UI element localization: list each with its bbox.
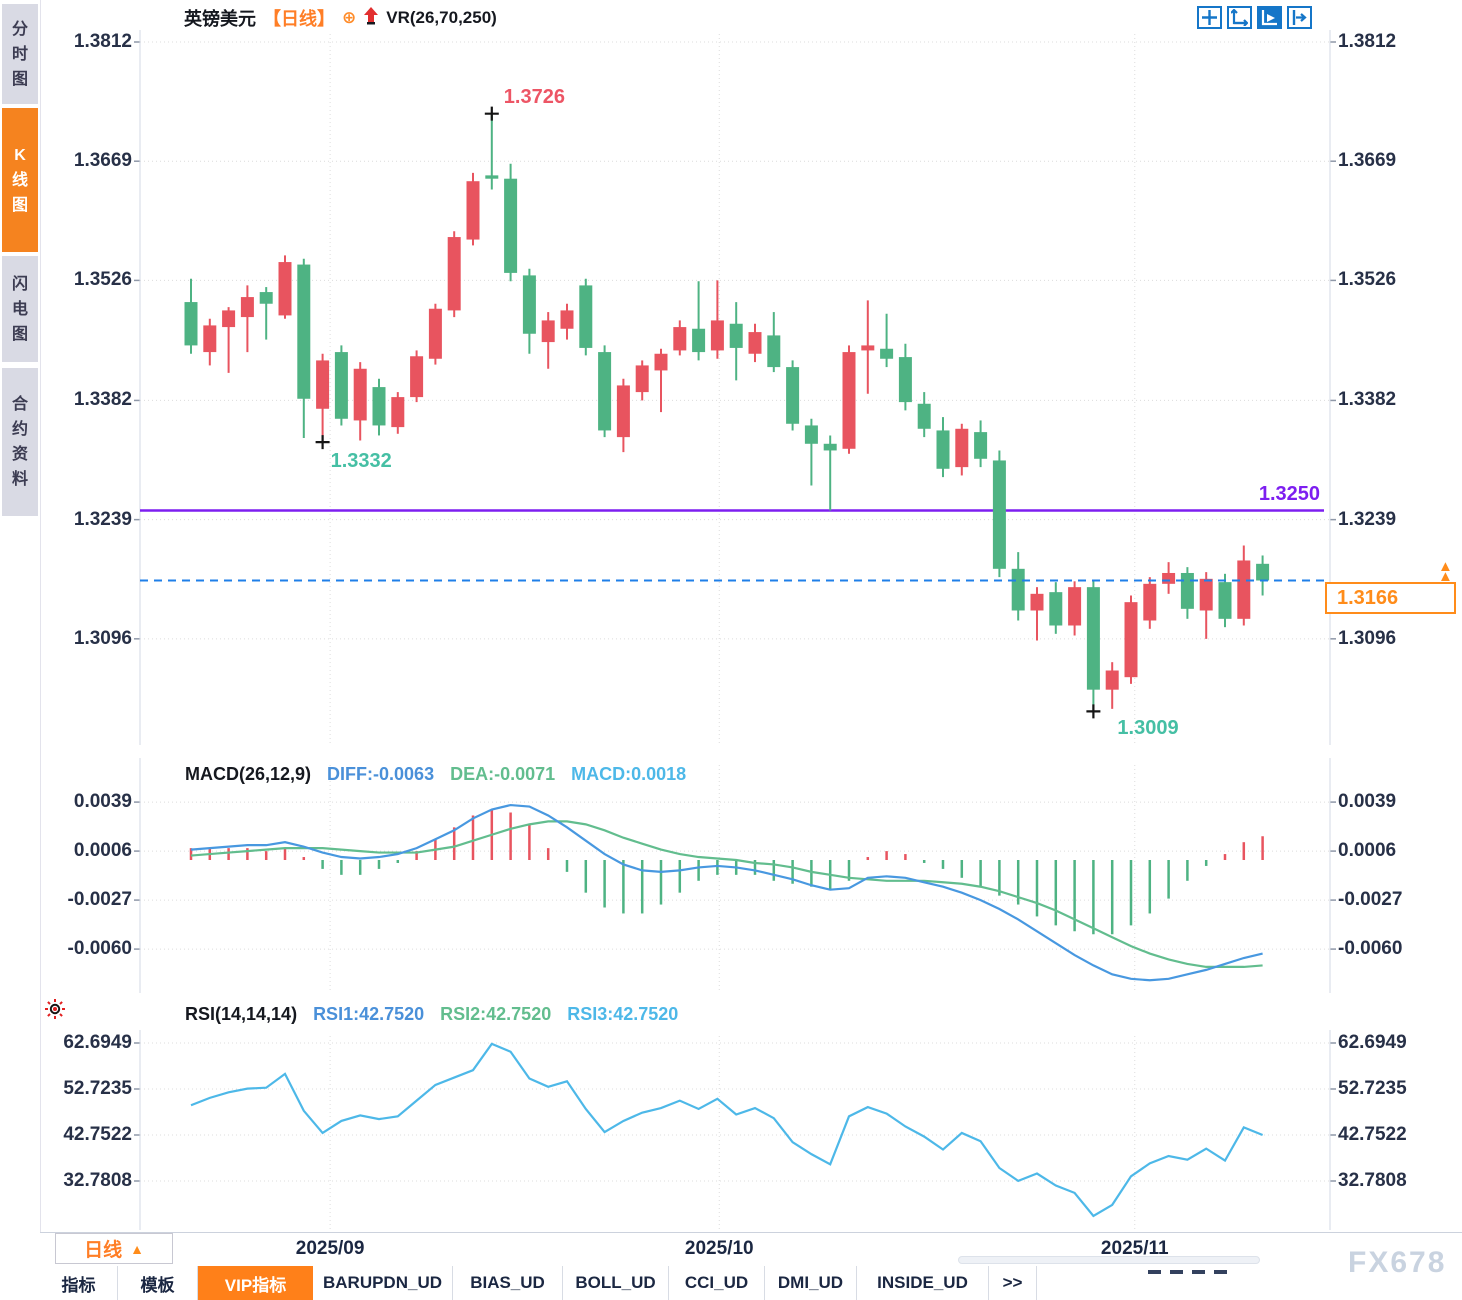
y-axis-label: 52.7235 [63,1077,132,1099]
macd-chart [134,758,1336,993]
rsi3-value: RSI3:42.7520 [567,1004,679,1024]
y-axis-label: -0.0060 [1338,938,1403,960]
x-axis-label: 2025/10 [684,1238,754,1259]
y-axis-label: 1.3526 [1338,269,1397,291]
y-axis-label: 1.3812 [1338,31,1397,52]
y-axis-label: 1.3239 [73,508,132,530]
watermark-logo: FX678 [1348,1246,1447,1279]
bottom-tab-4[interactable]: BARUPDN_UD [313,1266,453,1300]
axis-scale-icon[interactable] [1227,6,1252,29]
period-selector-button[interactable]: 日线 ▲ [55,1233,173,1264]
vr-indicator-label: VR(26,70,250) [386,8,497,27]
sidebar-tab-4[interactable]: 合约资料 [2,368,38,516]
sidebar-tab-1[interactable]: 分时图 [2,4,38,104]
bottom-tab-5[interactable]: BIAS_UD [453,1266,563,1300]
period-tag: 【日线】 [263,9,335,29]
y-axis-label: 32.7808 [1338,1170,1407,1191]
y-axis-label: 1.3526 [73,269,132,291]
macd-macd-value: MACD:0.0018 [571,764,687,784]
scrollbar-dashes [1148,1270,1227,1274]
latest-price-arrow-icon[interactable]: ▲ ▲ [1438,558,1453,586]
chart-header: 英镑美元 【日线】 ⊕ VR(26,70,250) [184,4,497,32]
y-axis-label: 1.3096 [1338,627,1397,649]
y-axis-label: -0.0060 [67,938,132,960]
y-axis-label: -0.0027 [1338,889,1403,911]
y-axis-label: 1.3382 [1338,389,1397,411]
rsi-chart [134,1030,1336,1230]
bottom-tab-9[interactable]: INSIDE_UD [857,1266,989,1300]
chart-toolbar [1197,6,1312,29]
macd-diff-value: DIFF:-0.0063 [327,764,435,784]
macd-pane-header: MACD(26,12,9) DIFF:-0.0063 DEA:-0.0071 M… [185,764,686,785]
y-axis-label: 42.7522 [63,1124,132,1145]
indicator-tab-bar: 指标 模板 VIP指标 BARUPDN_UD BIAS_UD BOLL_UD CCI_UD D… [40,1266,1462,1300]
low1-price-annotation: 1.3332 [330,450,392,473]
rsi-title: RSI(14,14,14) [185,1004,298,1024]
pan-right-icon[interactable] [1287,6,1312,29]
y-axis-label: 0.0006 [1338,840,1397,862]
alert-sun-icon[interactable] [44,998,66,1025]
symbol-title: 英镑美元 [184,9,256,29]
rsi2-value: RSI2:42.7520 [440,1004,552,1024]
horizontal-scrollbar[interactable] [958,1256,1260,1264]
macd-title: MACD(26,12,9) [185,764,312,784]
y-axis-label: 1.3239 [1338,508,1397,530]
crosshair-move-icon[interactable] [1197,6,1222,29]
x-axis-label: 2025/09 [295,1238,365,1259]
rsi1-value: RSI1:42.7520 [313,1004,425,1024]
y-axis-label: 0.0039 [73,791,132,813]
y-axis-label: 1.3382 [73,389,132,411]
more-tabs-chevron[interactable]: >> [989,1266,1037,1300]
bottom-tab-1[interactable]: 指标 [40,1266,118,1300]
y-axis-label: 1.3669 [73,150,132,172]
low2-price-annotation: 1.3009 [1117,717,1179,740]
macd-dea-value: DEA:-0.0071 [450,764,556,784]
y-axis-label: 62.6949 [63,1031,132,1053]
y-axis-label: 42.7522 [1338,1124,1407,1145]
candlestick-chart [134,30,1336,745]
sidebar-tab-3[interactable]: 闪电图 [2,256,38,362]
pointer-play-icon[interactable] [1257,6,1282,29]
y-axis-label: 1.3669 [1338,150,1397,172]
last-price-box: 1.3166 [1325,582,1456,615]
y-axis-label: 0.0039 [1338,791,1397,813]
bottom-tab-8[interactable]: DMI_UD [765,1266,857,1300]
triangle-up-icon: ▲ [130,1240,144,1257]
period-label: 日线 [84,1240,123,1261]
red-up-arrow-icon [363,6,379,30]
y-axis-label: 62.6949 [1338,1031,1407,1053]
y-axis-label: 1.3812 [73,31,132,52]
rsi-pane-header: RSI(14,14,14) RSI1:42.7520 RSI2:42.7520 … [185,1004,678,1025]
y-axis-label: 52.7235 [1338,1077,1407,1099]
bottom-tab-3[interactable]: VIP指标 [198,1266,313,1300]
y-axis-label: 1.3096 [73,627,132,649]
bottom-tab-7[interactable]: CCI_UD [669,1266,765,1300]
bottom-tab-2[interactable]: 模板 [118,1266,198,1300]
y-axis-label: 0.0006 [73,840,132,862]
bottom-tab-6[interactable]: BOLL_UD [563,1266,669,1300]
circle-plus-icon[interactable]: ⊕ [342,8,357,27]
x-axis-label: 2025/11 [1100,1238,1169,1259]
high-price-annotation: 1.3726 [503,85,565,108]
y-axis-label: 32.7808 [63,1170,132,1191]
hline-price-annotation: 1.3250 [1258,483,1320,506]
y-axis-label: -0.0027 [67,889,132,911]
